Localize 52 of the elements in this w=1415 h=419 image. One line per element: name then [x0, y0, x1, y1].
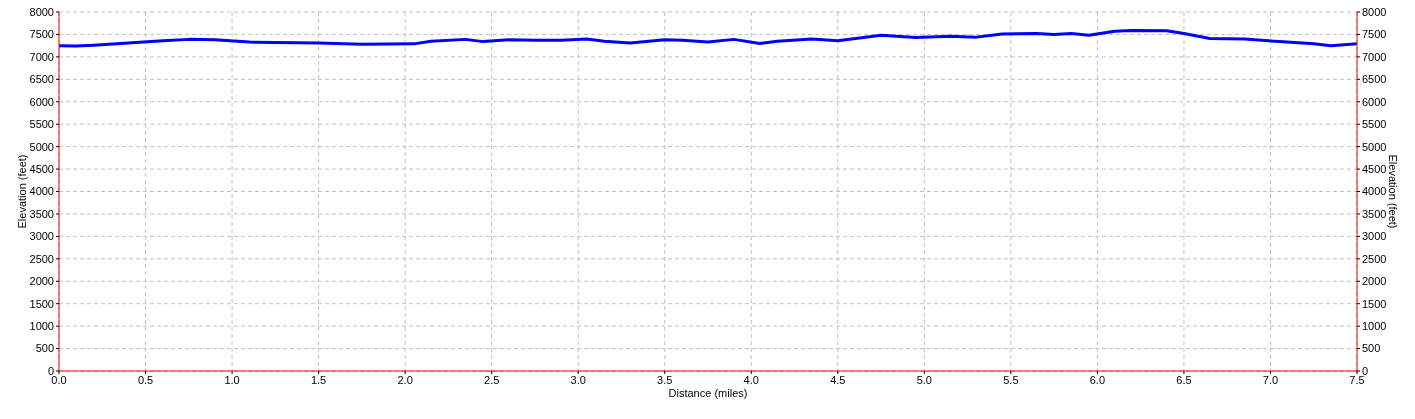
- y2-tick-label: 2500: [1362, 252, 1387, 265]
- y-tick-label: 3000: [29, 230, 54, 243]
- y2-tick-label: 1500: [1362, 297, 1387, 310]
- x-tick-label: 3.0: [570, 373, 586, 386]
- y-tick-label: 1000: [29, 320, 54, 333]
- y2-tick-label: 4500: [1362, 162, 1387, 175]
- x-tick-label: 6.0: [1089, 373, 1106, 386]
- y2-tick-label: 7000: [1362, 50, 1387, 63]
- x-tick-label: 6.5: [1176, 373, 1192, 386]
- y2-tick-label: 3000: [1362, 230, 1387, 243]
- x-tick-label: 0.5: [137, 373, 154, 386]
- y-tick-label: 7000: [29, 50, 54, 63]
- y-tick-label: 6000: [29, 95, 54, 108]
- y-tick-label: 6500: [29, 73, 54, 86]
- y-tick-label: 500: [35, 342, 54, 355]
- x-tick-label: 1.0: [224, 373, 240, 386]
- x-tick-label: 2.0: [397, 373, 413, 386]
- y2-tick-label: 5000: [1362, 140, 1387, 153]
- y-tick-label: 0: [47, 364, 54, 377]
- y-tick-label: 1500: [29, 297, 54, 310]
- x-tick-label: 5.5: [1003, 373, 1019, 386]
- y2-tick-label: 500: [1362, 342, 1381, 355]
- y2-tick-label: 6000: [1362, 95, 1387, 108]
- y-tick-label: 3500: [29, 207, 54, 220]
- x-axis-title: Distance (miles): [668, 386, 748, 399]
- y-tick-label: 4500: [29, 162, 54, 175]
- y2-tick-label: 0: [1362, 364, 1369, 377]
- y-tick-label: 7500: [29, 28, 54, 41]
- y2-tick-label: 4000: [1362, 185, 1387, 198]
- line-series: [59, 28, 1357, 48]
- y2-tick-label: 5500: [1362, 118, 1387, 131]
- y2-tick-label: 7500: [1362, 28, 1387, 41]
- y2-axis-title: Elevation (feet): [1387, 154, 1400, 229]
- y2-tick-label: 6500: [1362, 73, 1387, 86]
- y2-tick-label: 1000: [1362, 320, 1387, 333]
- y-tick-label: 5500: [29, 118, 54, 131]
- y-tick-label: 5000: [29, 140, 54, 153]
- x-tick-label: 5.0: [916, 373, 932, 386]
- y-tick-label: 4000: [29, 185, 54, 198]
- y2-tick-label: 2000: [1362, 275, 1387, 288]
- x-tick-label: 1.5: [310, 373, 327, 386]
- x-tick-label: 4.0: [743, 373, 759, 386]
- x-tick-label: 3.5: [657, 373, 673, 386]
- y-tick-label: 8000: [29, 5, 54, 18]
- y-tick-label: 2000: [29, 275, 54, 288]
- y2-tick-label: 3500: [1362, 207, 1387, 220]
- x-tick-label: 2.5: [484, 373, 500, 386]
- y2-tick-label: 8000: [1362, 5, 1387, 18]
- y-tick-label: 2500: [29, 252, 54, 265]
- y-axis-title: Elevation (feet): [15, 154, 28, 229]
- x-tick-label: 4.5: [830, 373, 846, 386]
- x-tick-label: 7.0: [1262, 373, 1279, 386]
